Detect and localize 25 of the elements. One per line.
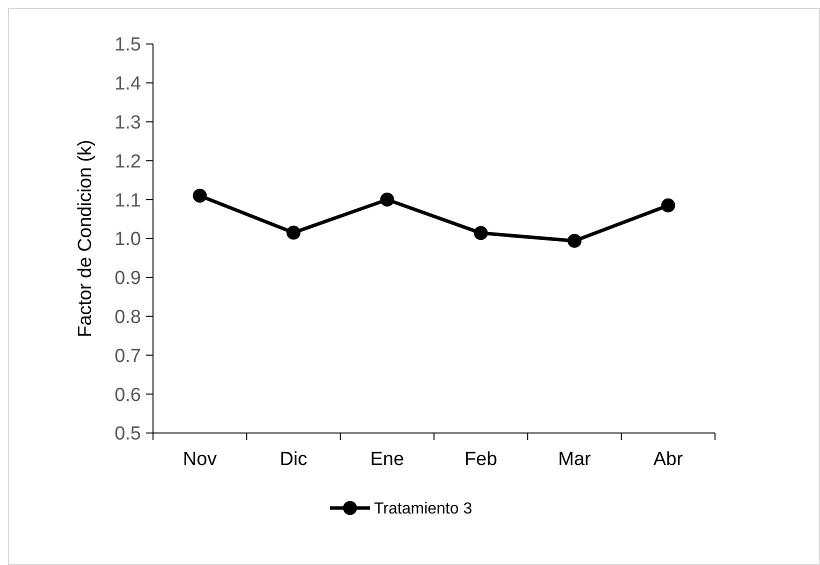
y-tick-label: 0.9 xyxy=(114,268,141,290)
point xyxy=(474,226,488,240)
point xyxy=(286,226,300,240)
x-tick-label: Nov xyxy=(182,449,218,470)
y-tick-label: 1.2 xyxy=(114,151,141,172)
y-axis-title: Factor de Condicion (k) xyxy=(75,140,96,338)
point xyxy=(192,188,207,203)
x-tick-label: Feb xyxy=(464,449,498,470)
y-tick-label: 0.5 xyxy=(114,424,141,445)
y-tick-label: 1.5 xyxy=(114,34,141,56)
legend-label: Tratamiento 3 xyxy=(374,500,472,518)
x-tick-label: Abr xyxy=(653,449,684,470)
y-tick-label: 1.3 xyxy=(114,112,141,134)
x-tick-label: Mar xyxy=(558,449,592,470)
x-tick-label: Dic xyxy=(280,449,308,470)
point xyxy=(661,198,676,212)
y-tick-label: 0.7 xyxy=(114,346,141,367)
y-tick-label: 1.4 xyxy=(114,74,142,95)
point xyxy=(568,234,582,248)
y-tick-label: 1.0 xyxy=(114,229,141,250)
point xyxy=(380,192,394,207)
y-tick-label: 0.8 xyxy=(114,306,141,328)
y-tick-label: 0.6 xyxy=(114,384,141,406)
y-tick-label: 1.1 xyxy=(114,190,141,212)
x-tick-label: Ene xyxy=(370,449,404,470)
